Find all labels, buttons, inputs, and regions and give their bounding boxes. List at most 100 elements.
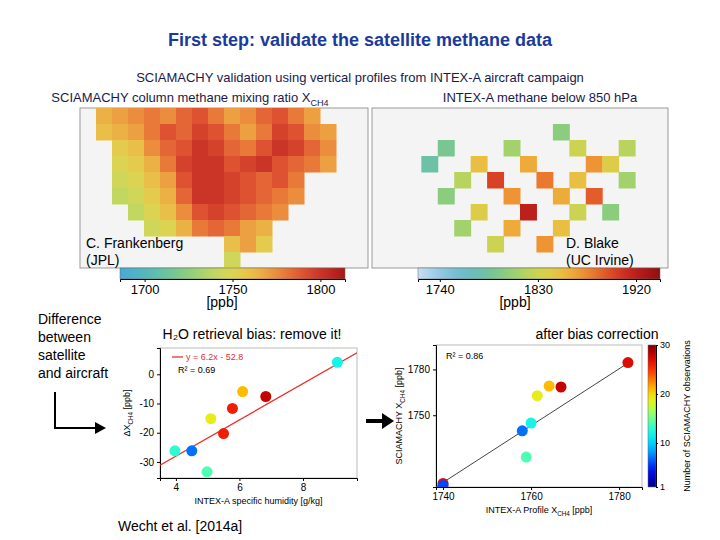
label-subscript: CH4 [399, 390, 406, 403]
map-cell [256, 140, 273, 157]
plot-frame [436, 345, 642, 487]
tick-mark [443, 487, 444, 490]
tick: 8 [301, 478, 307, 493]
label-part: [ppb] [122, 389, 132, 412]
credit: D. Blake [566, 235, 619, 251]
map-cell [176, 188, 193, 205]
map-cell [320, 124, 337, 141]
tick-mark [656, 443, 658, 444]
tick: 20 [656, 389, 670, 399]
map-cell [208, 220, 225, 237]
map-cell [520, 156, 537, 173]
colorbar [120, 268, 345, 279]
data-point [622, 357, 633, 368]
arrow-head [95, 422, 106, 434]
map-cell [256, 124, 273, 141]
colorbar [418, 268, 660, 279]
slide-title: First step: validate the satellite metha… [168, 30, 553, 50]
map-cell [288, 156, 305, 173]
data-point [556, 381, 567, 392]
chart-title: H₂O retrieval bias: remove it! [163, 326, 342, 342]
data-point [186, 445, 197, 456]
map-cell [487, 236, 504, 253]
map-cell [224, 188, 241, 205]
y-axis-title: SCIAMACHY XCH4 [ppb] [394, 368, 406, 465]
map-title: SCIAMACHY column methane mixing ratio XC… [51, 90, 328, 108]
map-cell [160, 108, 177, 125]
map-cell [438, 188, 455, 205]
credit: C. Frankenberg [86, 235, 183, 251]
map-cell [160, 188, 177, 205]
map-cell [586, 156, 603, 173]
tick-label: 4 [174, 482, 180, 493]
map-cell [569, 172, 586, 189]
map-cell [224, 108, 241, 125]
difference-label: and aircraft [38, 365, 108, 381]
map-cell [176, 108, 193, 125]
tick: 1700 [131, 279, 160, 297]
map-cell [438, 140, 455, 157]
tick-label: 30 [660, 340, 670, 350]
map-cell [240, 204, 257, 221]
reference-line [436, 360, 632, 487]
map-cell [176, 124, 193, 141]
map-cell [176, 140, 193, 157]
map-cell [208, 204, 225, 221]
colorbar-label: [ppb] [206, 294, 237, 310]
tick: -10 [140, 398, 160, 409]
tick: 10 [656, 438, 670, 448]
map-cell [240, 124, 257, 141]
data-point [532, 390, 543, 401]
axis-line [657, 346, 659, 488]
tick-label: 1920 [622, 282, 651, 297]
map-cell [192, 108, 209, 125]
label-part: [ppb] [394, 368, 404, 391]
map-cell [288, 124, 305, 141]
tick-mark [433, 415, 436, 416]
map-cell [112, 108, 129, 125]
plot-area [436, 357, 633, 487]
tick-mark [157, 404, 160, 405]
map-cell [224, 220, 241, 237]
map-cell [553, 188, 570, 205]
map-cell [160, 204, 177, 221]
map-cell [112, 156, 129, 173]
map-cell [176, 204, 193, 221]
tick-label: 1780 [608, 491, 631, 502]
map-cell [240, 188, 257, 205]
colorbar-label: [ppb] [499, 294, 530, 310]
map-cell [224, 156, 241, 173]
label-part: INTEX-A Profile X [486, 505, 558, 515]
map-cell [304, 124, 321, 141]
map-cell [240, 156, 257, 173]
map-cell [208, 156, 225, 173]
map-cell [240, 108, 257, 125]
scatter-chart: 4680-10-20-30INTEX-A specific humidity [… [122, 348, 358, 506]
map-cell [144, 204, 161, 221]
tick-label: -30 [140, 457, 155, 468]
map-cell [288, 108, 305, 125]
map-cell [224, 124, 241, 141]
label-part: INTEX-A specific humidity [g/kg] [194, 496, 322, 506]
tick-mark [157, 374, 160, 375]
tick-mark [656, 487, 658, 488]
map-cell [144, 172, 161, 189]
data-point [260, 391, 271, 402]
map-cell [288, 140, 305, 157]
credit: (JPL) [86, 252, 119, 268]
map-cell [208, 124, 225, 141]
tick: 1800 [306, 279, 335, 297]
map-cell [256, 172, 273, 189]
tick: 0 [148, 369, 160, 380]
data-point [202, 466, 213, 477]
fit-line [160, 353, 357, 465]
map-cell [192, 156, 209, 173]
map-cell [619, 172, 636, 189]
r2-label: R² = 0.86 [446, 351, 483, 361]
tick-mark [176, 478, 177, 481]
tick: 1760 [520, 487, 543, 502]
slide: First step: validate the satellite metha… [0, 0, 720, 540]
tick: 1740 [426, 279, 455, 297]
map-cell [144, 108, 161, 125]
map-cell [569, 204, 586, 221]
